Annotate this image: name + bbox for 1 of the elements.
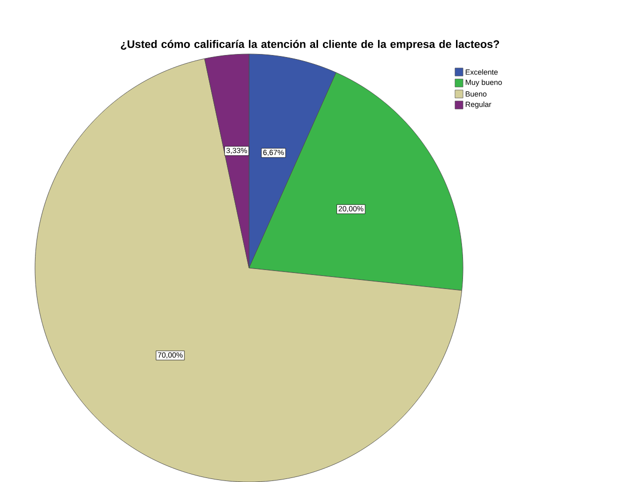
- chart-title: ¿Usted cómo calificaría la atención al cliente de la empresa de lacteos?: [120, 40, 500, 50]
